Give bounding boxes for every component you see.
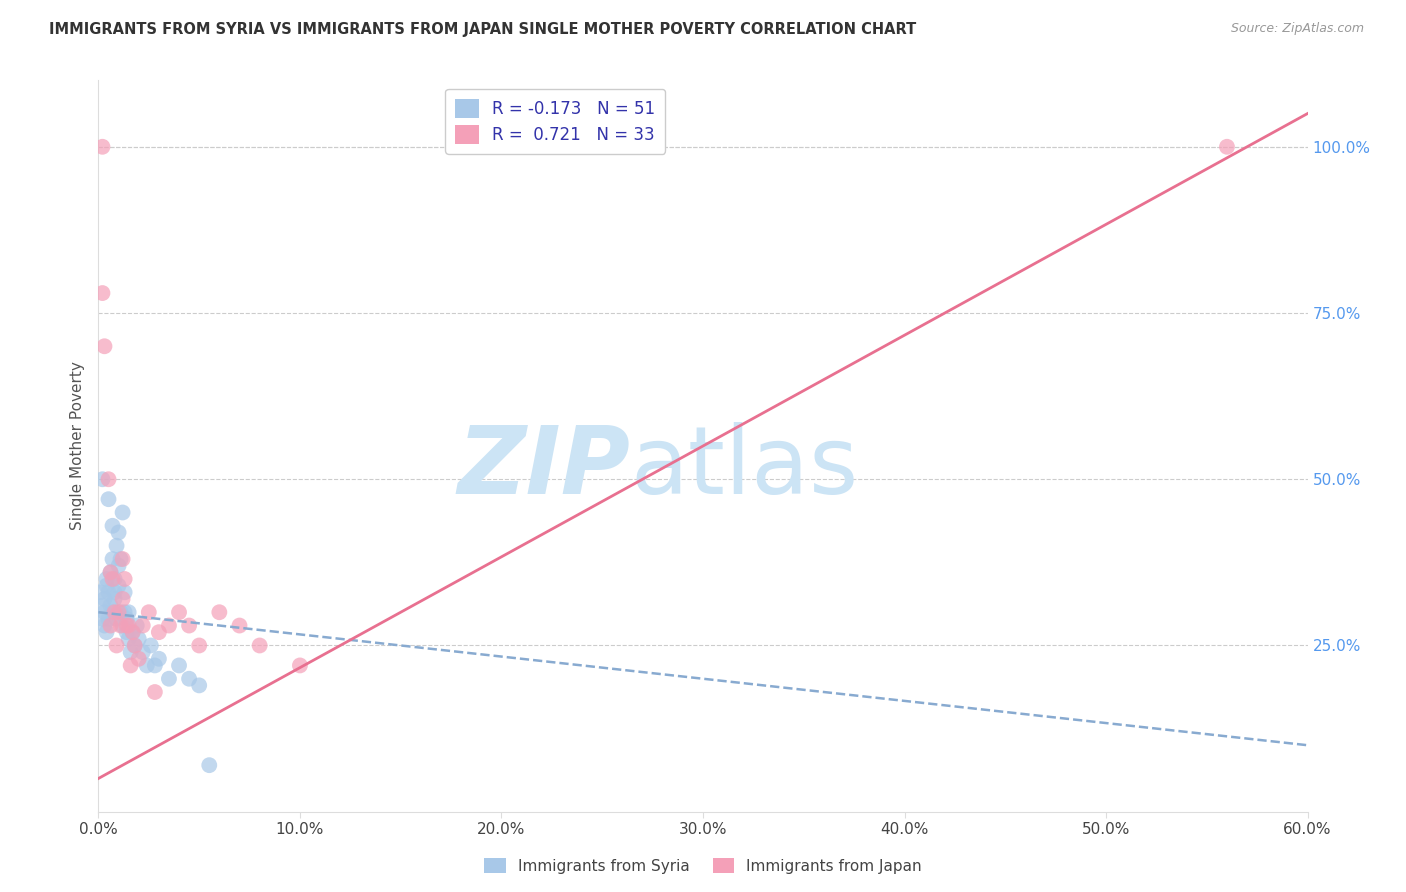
Point — [167, 605, 190, 619]
Point — [110, 605, 132, 619]
Point — [115, 612, 138, 626]
Point — [114, 572, 136, 586]
Point — [249, 639, 271, 653]
Point — [111, 506, 134, 520]
Point — [111, 591, 134, 606]
Point — [208, 605, 231, 619]
Point — [148, 652, 170, 666]
Point — [120, 658, 142, 673]
Point — [139, 639, 162, 653]
Point — [97, 585, 120, 599]
Point — [100, 566, 122, 580]
Point — [118, 632, 141, 646]
Point — [100, 566, 122, 580]
Point — [103, 605, 125, 619]
Point — [1216, 140, 1239, 154]
Point — [96, 625, 118, 640]
Legend: R = -0.173   N = 51, R =  0.721   N = 33: R = -0.173 N = 51, R = 0.721 N = 33 — [446, 88, 665, 153]
Y-axis label: Single Mother Poverty: Single Mother Poverty — [70, 361, 86, 531]
Point — [101, 518, 124, 533]
Point — [120, 645, 142, 659]
Point — [179, 672, 201, 686]
Point — [138, 605, 160, 619]
Text: ZIP: ZIP — [457, 422, 630, 514]
Point — [101, 552, 124, 566]
Point — [179, 618, 201, 632]
Point — [91, 140, 114, 154]
Point — [118, 618, 141, 632]
Point — [115, 625, 138, 640]
Point — [89, 585, 111, 599]
Point — [157, 672, 180, 686]
Point — [125, 618, 148, 632]
Point — [91, 612, 114, 626]
Point — [115, 618, 138, 632]
Point — [143, 685, 166, 699]
Point — [107, 579, 129, 593]
Point — [157, 618, 180, 632]
Point — [105, 639, 128, 653]
Point — [132, 618, 155, 632]
Point — [103, 591, 125, 606]
Legend: Immigrants from Syria, Immigrants from Japan: Immigrants from Syria, Immigrants from J… — [478, 852, 928, 880]
Point — [118, 605, 141, 619]
Point — [198, 758, 221, 772]
Point — [288, 658, 311, 673]
Point — [110, 618, 132, 632]
Point — [96, 572, 118, 586]
Point — [97, 492, 120, 507]
Point — [93, 605, 115, 619]
Point — [188, 639, 211, 653]
Point — [111, 618, 134, 632]
Point — [114, 605, 136, 619]
Point — [93, 618, 115, 632]
Point — [107, 558, 129, 573]
Point — [128, 652, 150, 666]
Point — [128, 632, 150, 646]
Point — [105, 612, 128, 626]
Point — [110, 552, 132, 566]
Point — [97, 612, 120, 626]
Point — [107, 605, 129, 619]
Text: IMMIGRANTS FROM SYRIA VS IMMIGRANTS FROM JAPAN SINGLE MOTHER POVERTY CORRELATION: IMMIGRANTS FROM SYRIA VS IMMIGRANTS FROM… — [49, 22, 917, 37]
Point — [105, 539, 128, 553]
Point — [97, 472, 120, 486]
Point — [167, 658, 190, 673]
Point — [91, 472, 114, 486]
Point — [101, 605, 124, 619]
Point — [100, 599, 122, 613]
Point — [132, 645, 155, 659]
Point — [91, 599, 114, 613]
Point — [121, 625, 143, 640]
Point — [135, 658, 157, 673]
Point — [121, 625, 143, 640]
Text: atlas: atlas — [630, 422, 859, 514]
Point — [96, 579, 118, 593]
Point — [103, 585, 125, 599]
Point — [114, 585, 136, 599]
Point — [124, 639, 146, 653]
Point — [93, 591, 115, 606]
Point — [103, 572, 125, 586]
Point — [100, 618, 122, 632]
Point — [148, 625, 170, 640]
Point — [93, 339, 115, 353]
Point — [188, 678, 211, 692]
Point — [91, 286, 114, 301]
Point — [143, 658, 166, 673]
Point — [101, 572, 124, 586]
Point — [124, 639, 146, 653]
Point — [111, 552, 134, 566]
Point — [228, 618, 250, 632]
Point — [107, 525, 129, 540]
Text: Source: ZipAtlas.com: Source: ZipAtlas.com — [1230, 22, 1364, 36]
